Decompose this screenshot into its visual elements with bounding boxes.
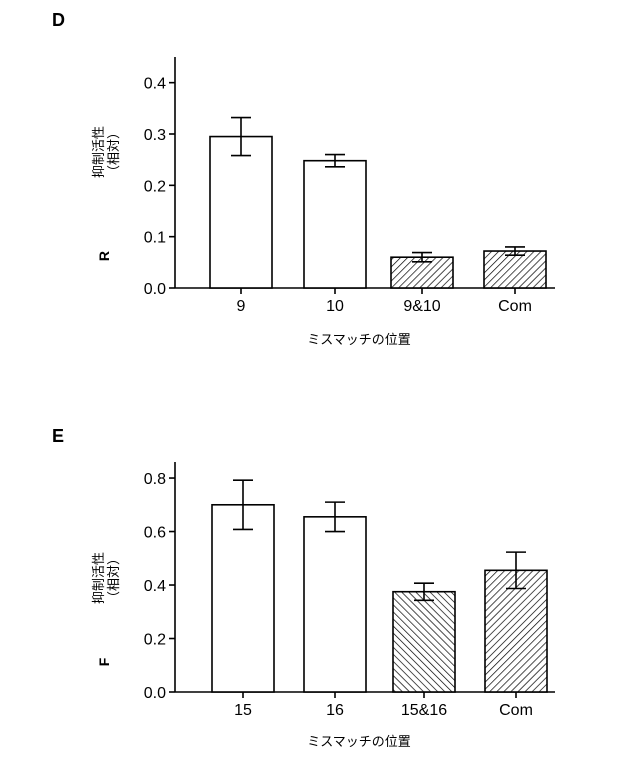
panel-e-y-tick-label: 0.8 <box>144 471 166 488</box>
panel-d-y-tick-label: 0.4 <box>144 76 166 93</box>
panel-e-error-bar <box>506 551 526 590</box>
panel-e-x-tick-label: 16 <box>326 702 344 719</box>
panel-d-y-tick-label: 0.3 <box>144 127 166 144</box>
panel-d-y-axis-letter: R <box>96 251 112 261</box>
panel-d-x-tick-label: 9 <box>237 298 246 315</box>
panel-d-error-bar <box>505 246 525 256</box>
panel-e-error-bar <box>414 582 434 602</box>
panel-d-y-axis-label: 抑制活性（相対） <box>92 126 122 178</box>
panel-e-bar <box>303 516 367 693</box>
panel-e-x-tick-label: Com <box>499 702 533 719</box>
panel-e-y-axis-letter: F <box>96 657 112 666</box>
panel-e-x-tick-label: 15 <box>234 702 252 719</box>
panel-d-error-bar <box>325 153 345 168</box>
panel-d-x-axis-label: ミスマッチの位置 <box>307 333 411 348</box>
panel-e-error-bar <box>325 501 345 533</box>
panel-d-x-tick-label: 9&10 <box>403 298 440 315</box>
panel-e-y-tick-label: 0.4 <box>144 578 166 595</box>
panel-d-bar <box>209 135 273 289</box>
panel-e-error-bar <box>233 479 253 531</box>
panel-e-x-axis-label: ミスマッチの位置 <box>307 735 411 750</box>
panel-e-y-axis-label: 抑制活性（相対） <box>92 552 122 604</box>
panel-d-y-tick-label: 0.2 <box>144 178 166 195</box>
panel-d: D 0.0 0.1 0.2 0.3 0.4 9 10 9&10 Com ミスマッチの位置 抑制活性（相… <box>52 10 555 348</box>
panel-e-letter: E <box>52 426 64 446</box>
panel-e-y-tick-label: 0.0 <box>144 685 166 702</box>
panel-d-letter: D <box>52 10 65 30</box>
panel-d-y-tick-label: 0.1 <box>144 230 166 247</box>
panel-e-bar <box>211 503 275 693</box>
panel-d-x-tick-label: 10 <box>326 298 344 315</box>
panel-e-y-tick-label: 0.6 <box>144 525 166 542</box>
panel-d-bar <box>483 250 547 289</box>
panel-d-x-tick-label: Com <box>498 298 532 315</box>
panel-d-bar <box>303 159 367 289</box>
panel-d-y-axis-label-line: 抑制活性 <box>92 126 107 178</box>
panel-d-error-bar <box>412 251 432 263</box>
panel-d-y-axis-label-line: （相対） <box>107 126 122 178</box>
panel-e-y-axis-label-line: （相対） <box>107 552 122 604</box>
panel-d-y-tick-label: 0.0 <box>144 281 166 298</box>
panel-d-error-bar <box>231 116 251 157</box>
panel-e-y-axis-label-line: 抑制活性 <box>92 552 107 604</box>
panel-e-x-tick-label: 15&16 <box>401 702 447 719</box>
panel-e-y-tick-label: 0.2 <box>144 632 166 649</box>
panel-e: E 0.0 0.2 0.4 0.6 0.8 15 16 15&16 Com ミスマッチの位置 抑制活性… <box>52 426 555 750</box>
panel-e-bar <box>392 590 456 693</box>
